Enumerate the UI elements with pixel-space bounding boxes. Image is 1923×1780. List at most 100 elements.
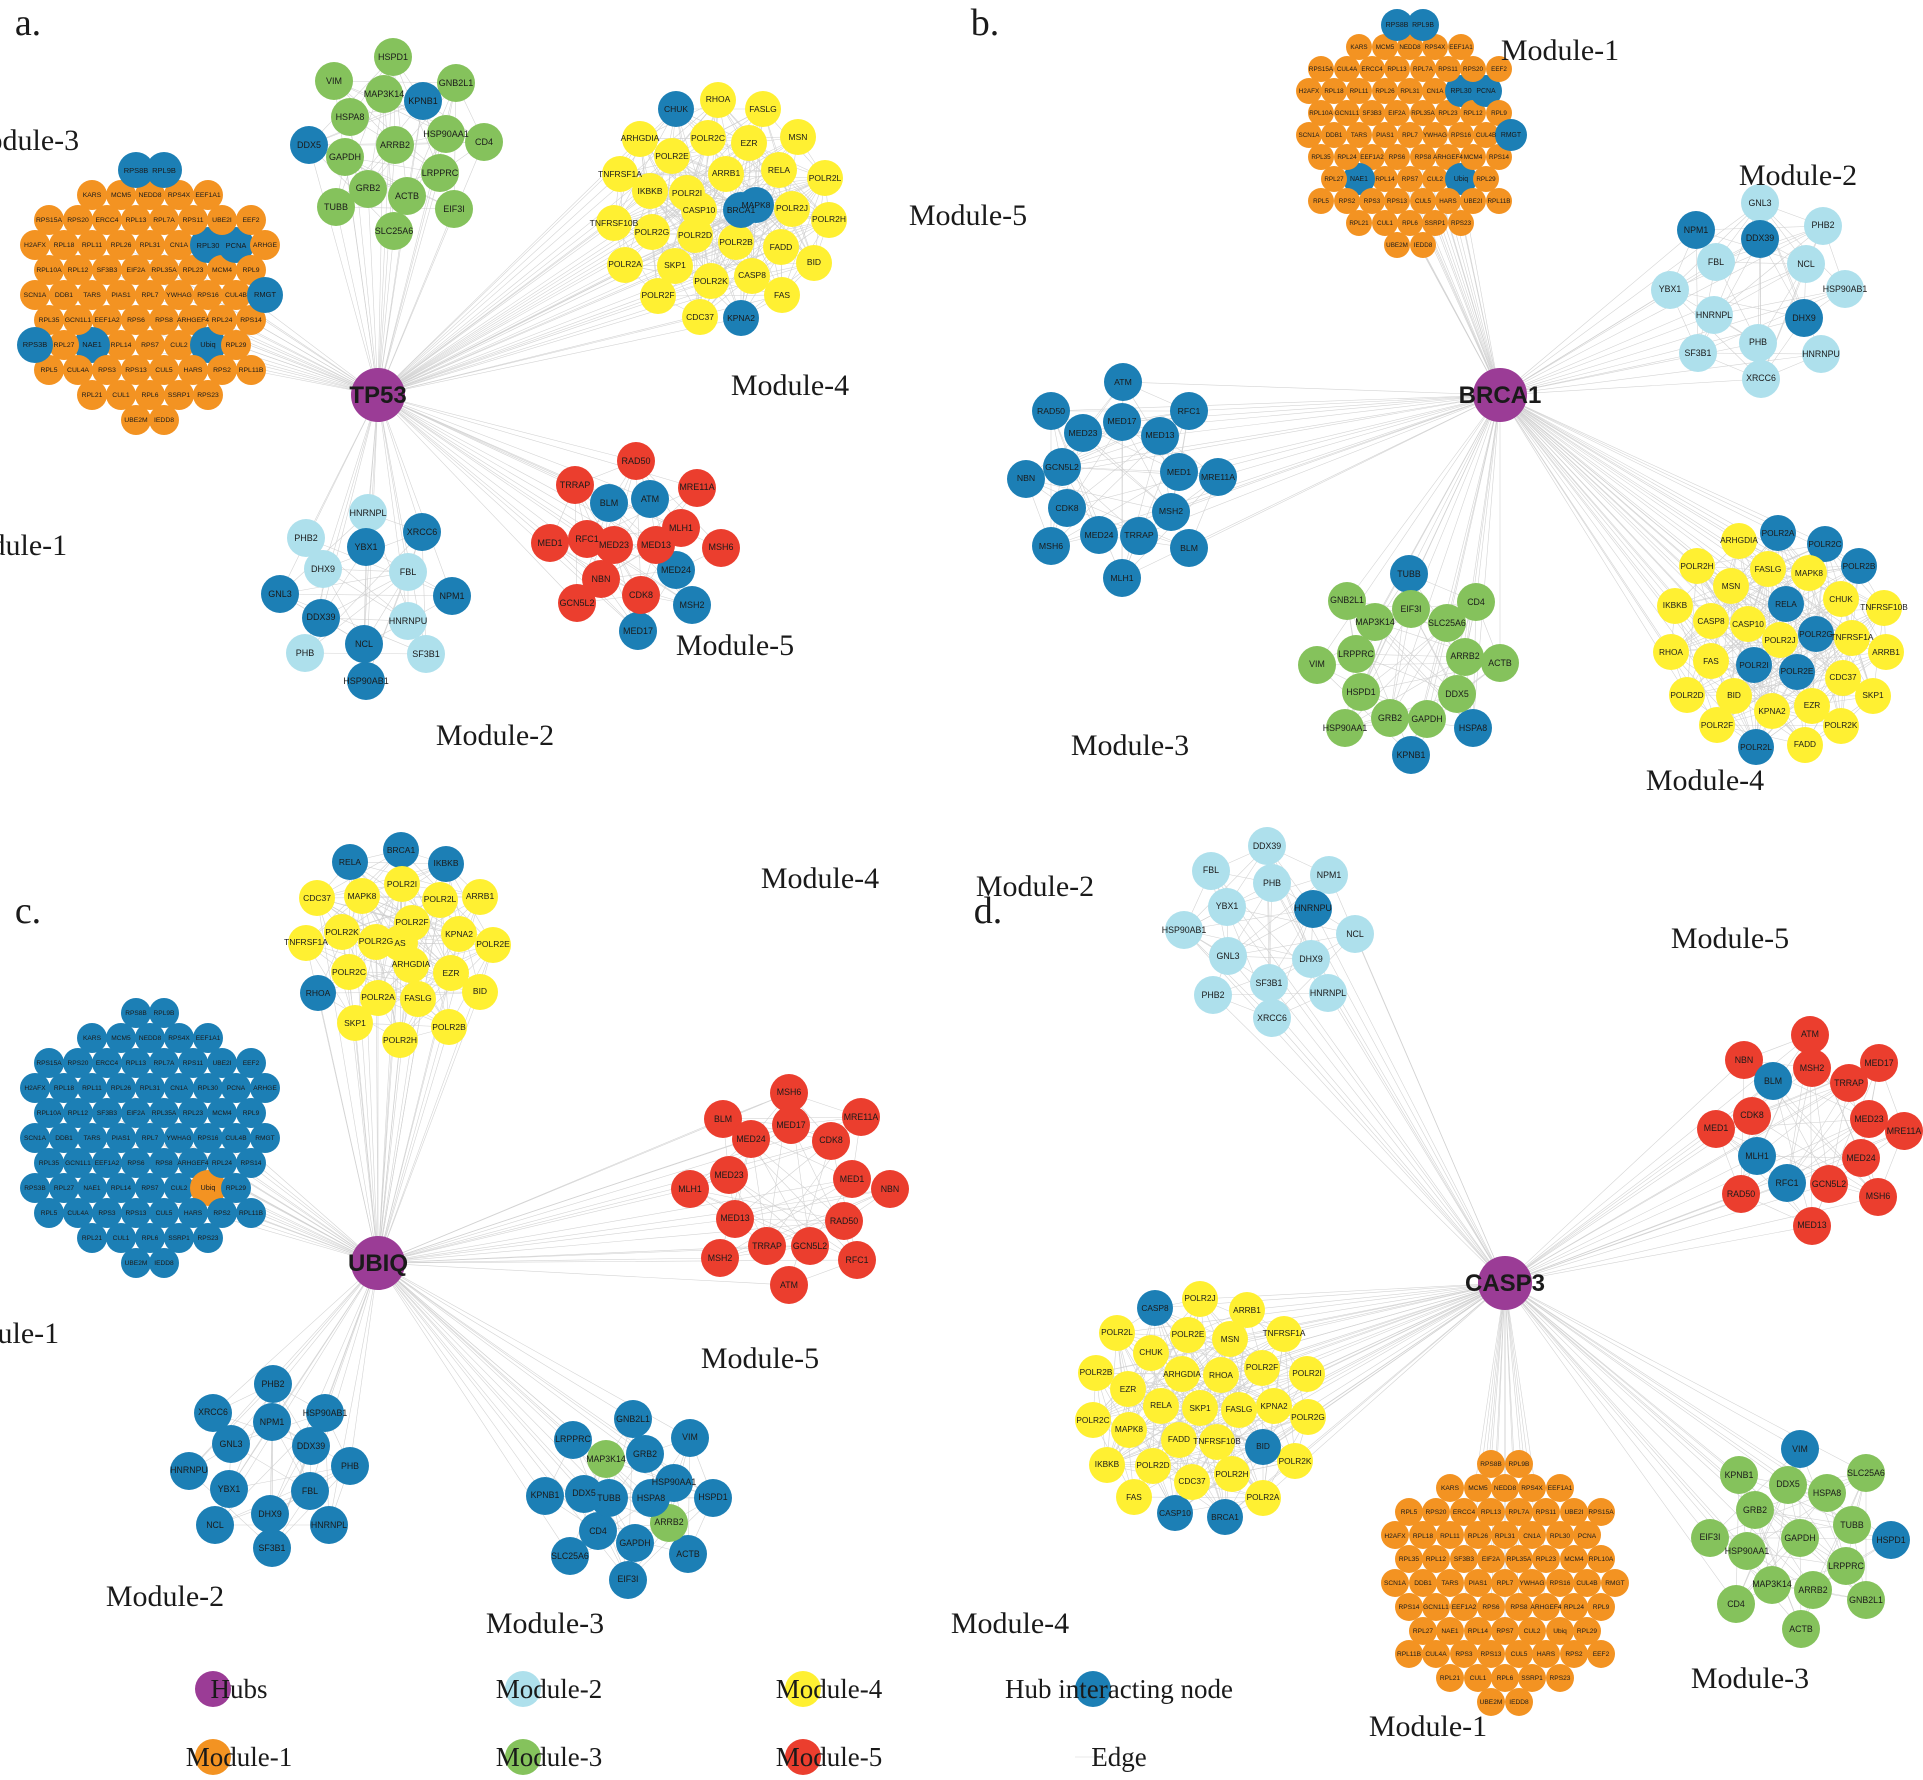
svg-text:HSPD1: HSPD1	[378, 52, 408, 62]
svg-text:RMGT: RMGT	[1605, 1580, 1624, 1587]
svg-text:TNFRSF10B: TNFRSF10B	[1193, 1436, 1241, 1446]
svg-text:Ubiq: Ubiq	[1454, 176, 1468, 183]
svg-text:EEF1A1: EEF1A1	[1449, 44, 1473, 51]
svg-text:HSP90AA1: HSP90AA1	[423, 129, 469, 139]
svg-text:IEDD8: IEDD8	[154, 417, 174, 424]
svg-text:RPL7: RPL7	[1497, 1580, 1514, 1587]
svg-text:NBN: NBN	[1017, 473, 1035, 483]
svg-text:MED17: MED17	[1108, 416, 1137, 426]
svg-text:VIM: VIM	[326, 76, 342, 86]
svg-text:Module-2: Module-2	[976, 870, 1094, 903]
svg-text:RPS3: RPS3	[1364, 198, 1381, 205]
svg-text:BLM: BLM	[1180, 543, 1198, 553]
svg-text:RPS2: RPS2	[213, 367, 231, 374]
svg-text:HARS: HARS	[184, 367, 203, 374]
svg-text:CDC37: CDC37	[1829, 672, 1857, 682]
svg-text:FADD: FADD	[1168, 1434, 1190, 1444]
svg-text:RPL23: RPL23	[183, 267, 204, 274]
svg-text:BLM: BLM	[1764, 1076, 1782, 1086]
svg-text:RPL5: RPL5	[40, 367, 57, 374]
svg-text:MSN: MSN	[1722, 581, 1740, 591]
svg-text:RFC1: RFC1	[1178, 406, 1201, 416]
svg-text:RPL29: RPL29	[226, 342, 247, 349]
svg-text:TARS: TARS	[83, 292, 101, 299]
svg-text:RPL7: RPL7	[142, 1135, 159, 1142]
svg-text:CD4: CD4	[1467, 597, 1485, 607]
svg-text:HNRNPU: HNRNPU	[1294, 903, 1332, 913]
svg-text:POLR2A: POLR2A	[1762, 528, 1795, 538]
svg-text:PIAS1: PIAS1	[111, 292, 130, 299]
svg-text:UBE2I: UBE2I	[212, 217, 232, 224]
svg-text:RPL21: RPL21	[1349, 220, 1369, 227]
svg-text:DDX5: DDX5	[572, 1488, 596, 1498]
svg-text:GCN5L2: GCN5L2	[793, 1241, 827, 1251]
svg-text:CDC37: CDC37	[686, 312, 714, 322]
svg-text:DDB1: DDB1	[1414, 1580, 1432, 1587]
svg-text:POLR2A: POLR2A	[361, 992, 395, 1002]
svg-text:SCN1A: SCN1A	[1299, 132, 1321, 139]
svg-text:RPL9: RPL9	[243, 1110, 260, 1117]
svg-text:MAPK8: MAPK8	[1115, 1424, 1144, 1434]
svg-text:Module-4: Module-4	[731, 369, 849, 402]
svg-text:BID: BID	[1256, 1441, 1270, 1451]
svg-text:CUL5: CUL5	[1511, 1651, 1528, 1658]
svg-text:SLC25A6: SLC25A6	[1847, 1468, 1885, 1478]
svg-text:ACTB: ACTB	[395, 191, 419, 201]
svg-text:YBX1: YBX1	[1216, 901, 1239, 911]
svg-text:NAE1: NAE1	[1350, 176, 1368, 183]
svg-text:HNRNPU: HNRNPU	[1802, 349, 1840, 359]
svg-text:PCNA: PCNA	[1578, 1533, 1597, 1540]
svg-text:ARRB1: ARRB1	[1233, 1305, 1261, 1315]
svg-text:HARS: HARS	[184, 1210, 203, 1217]
svg-text:RHOA: RHOA	[1659, 647, 1683, 657]
svg-text:HSPD1: HSPD1	[698, 1492, 727, 1502]
svg-text:NBN: NBN	[591, 574, 610, 584]
svg-text:PIAS1: PIAS1	[112, 1135, 131, 1142]
svg-text:RPS14: RPS14	[1489, 154, 1509, 161]
svg-text:RPS14: RPS14	[1399, 1604, 1420, 1611]
svg-text:CUL1: CUL1	[112, 392, 130, 399]
svg-text:POLR2K: POLR2K	[1279, 1456, 1312, 1466]
svg-text:GAPDH: GAPDH	[1411, 714, 1442, 724]
svg-text:MED1: MED1	[1167, 467, 1191, 477]
svg-text:RPL13: RPL13	[126, 1060, 146, 1067]
svg-text:MED23: MED23	[599, 540, 629, 550]
svg-text:MCM5: MCM5	[1376, 44, 1395, 51]
svg-text:RPS15A: RPS15A	[1309, 66, 1334, 73]
svg-text:KPNA2: KPNA2	[445, 929, 473, 939]
svg-text:RPL7: RPL7	[141, 292, 158, 299]
svg-text:MED24: MED24	[736, 1134, 765, 1144]
svg-text:RPL9: RPL9	[242, 267, 259, 274]
svg-text:POLR2K: POLR2K	[325, 927, 359, 937]
svg-text:ARHGEF4: ARHGEF4	[1433, 154, 1463, 161]
svg-text:UBE2M: UBE2M	[1386, 242, 1408, 249]
svg-text:RMGT: RMGT	[255, 1135, 274, 1142]
svg-text:MSH6: MSH6	[777, 1087, 802, 1097]
svg-text:RPS4X: RPS4X	[168, 192, 191, 199]
svg-text:RPS20: RPS20	[1463, 66, 1483, 73]
svg-text:CN1A: CN1A	[170, 242, 189, 249]
svg-text:EIF3I: EIF3I	[1400, 604, 1421, 614]
svg-text:FADD: FADD	[1794, 739, 1816, 749]
svg-text:MSH6: MSH6	[1866, 1191, 1891, 1201]
svg-text:RMGT: RMGT	[1501, 132, 1522, 139]
svg-text:NBN: NBN	[1735, 1055, 1754, 1065]
svg-text:ATM: ATM	[641, 494, 659, 504]
svg-text:RPL9: RPL9	[1593, 1604, 1610, 1611]
svg-text:ERCC4: ERCC4	[96, 1060, 119, 1067]
svg-text:MAP3K14: MAP3K14	[1752, 1579, 1792, 1589]
svg-text:MED24: MED24	[661, 565, 691, 575]
svg-text:BRCA1: BRCA1	[1459, 382, 1542, 409]
svg-text:Ubiq: Ubiq	[200, 1183, 215, 1192]
svg-text:MCM4: MCM4	[1564, 1556, 1584, 1563]
svg-text:RPL35: RPL35	[39, 1160, 59, 1167]
svg-text:EIF2A: EIF2A	[1388, 110, 1406, 117]
svg-text:RPL6: RPL6	[1497, 1675, 1514, 1682]
svg-text:POLR2A: POLR2A	[608, 259, 642, 269]
svg-text:CUL2: CUL2	[1427, 176, 1444, 183]
svg-text:MSH2: MSH2	[708, 1253, 733, 1263]
svg-text:PCNA: PCNA	[227, 1085, 246, 1092]
svg-text:RPS23: RPS23	[197, 392, 219, 399]
svg-text:TNFRSF10B: TNFRSF10B	[1860, 602, 1908, 612]
svg-text:KARS: KARS	[1441, 1485, 1460, 1492]
